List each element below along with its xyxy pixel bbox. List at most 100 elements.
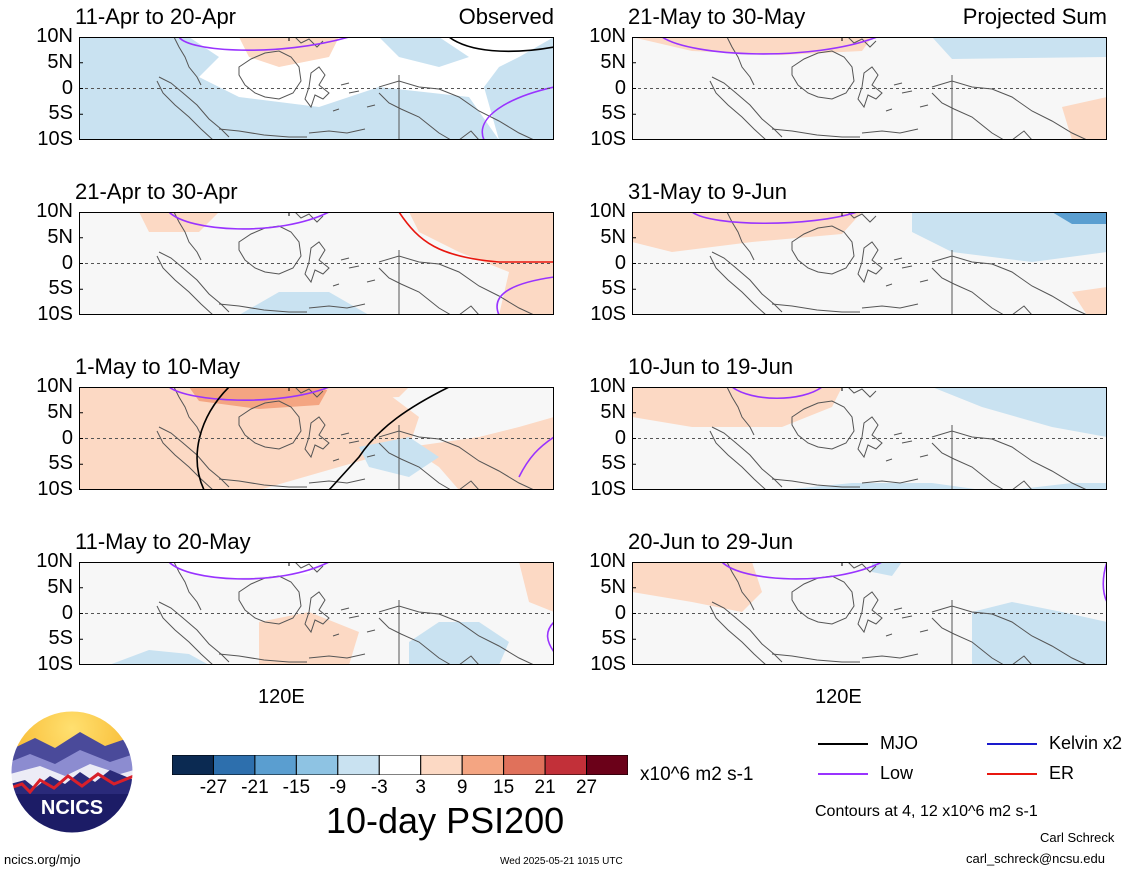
panel-map: [632, 212, 1107, 315]
colorbar-swatch: [461, 755, 505, 775]
colorbar-tick: -3: [370, 777, 388, 798]
contour-line: [546, 621, 554, 653]
colorbar-tick: 15: [493, 777, 515, 798]
anomaly-shading: [79, 37, 499, 140]
lat-label: 5S: [601, 102, 626, 125]
coastline: [294, 562, 324, 573]
panel-corner-label: Projected Sum: [962, 4, 1107, 29]
coastline: [308, 478, 366, 484]
panel-title: 1-May to 10-May: [75, 354, 241, 379]
contour-line: [661, 37, 878, 55]
anomaly-shading: [319, 387, 409, 399]
lat-label: 5S: [601, 277, 626, 300]
coastline: [378, 255, 535, 315]
coastline: [340, 607, 350, 611]
coastline: [348, 615, 360, 619]
coastline: [308, 128, 366, 134]
coastline: [332, 633, 340, 637]
coastline: [931, 605, 1088, 665]
lat-label: 10S: [590, 653, 626, 675]
colorbar-units: x10^6 m2 s-1: [640, 764, 754, 785]
lat-label: 10N: [36, 550, 73, 572]
contour-line: [168, 387, 330, 401]
coastline: [857, 416, 883, 459]
contour-line: [328, 387, 450, 490]
anomaly-shading: [872, 562, 902, 576]
coastline: [847, 562, 877, 573]
coastline: [857, 591, 883, 634]
panel-map: [632, 562, 1107, 665]
colorbar-tick: 21: [534, 777, 556, 798]
coastline: [709, 255, 767, 315]
coastline: [294, 212, 324, 223]
contour-line: [481, 86, 554, 140]
coastline: [861, 653, 919, 659]
coastline: [332, 283, 340, 287]
timestamp: Wed 2025-05-21 1015 UTC: [500, 856, 623, 867]
lat-label: 5N: [47, 575, 73, 598]
coastline: [931, 442, 1005, 490]
map-panel: [632, 562, 1107, 665]
coastline: [294, 387, 324, 398]
lat-label: 5S: [601, 452, 626, 475]
legend-label: Low: [880, 763, 914, 783]
coastline: [294, 37, 324, 48]
contour-line: [178, 37, 350, 51]
colorbar-swatch: [295, 755, 339, 775]
coastline: [885, 283, 893, 287]
coastline: [366, 629, 376, 633]
coastline: [218, 653, 307, 663]
anomaly-shading: [409, 417, 554, 490]
lat-label: 10N: [589, 25, 626, 47]
contours-note: Contours at 4, 12 x10^6 m2 s-1: [815, 803, 1038, 820]
lat-label: 5N: [600, 50, 626, 73]
coastline: [378, 430, 535, 490]
coastline: [893, 257, 903, 261]
lon-label-right: 120E: [815, 686, 862, 708]
coastline: [304, 241, 330, 284]
contour-line: [168, 562, 330, 580]
coastline: [791, 400, 855, 450]
colorbar-tick: -15: [282, 777, 311, 798]
coastline: [173, 562, 202, 611]
coastline: [378, 605, 535, 665]
legend-label: MJO: [880, 733, 918, 753]
colorbar-swatch: [254, 755, 297, 775]
panel-map: [79, 562, 554, 665]
contour-line: [168, 212, 330, 230]
lat-label: 5S: [48, 627, 73, 650]
contour-line: [518, 436, 554, 478]
anomaly-shading: [932, 387, 1107, 437]
coastline: [218, 478, 307, 488]
coastline: [931, 617, 1005, 665]
coastline: [791, 225, 855, 275]
colorbar-swatch: [544, 755, 588, 775]
coastline: [771, 128, 860, 138]
lat-label: 5S: [48, 102, 73, 125]
coastline: [1011, 305, 1033, 315]
coastline: [1011, 130, 1033, 140]
lat-label: 5N: [600, 575, 626, 598]
panel-title: 31-May to 9-Jun: [628, 179, 787, 204]
coastline: [348, 90, 360, 94]
ncics-logo: NCICS: [10, 710, 134, 834]
coastline: [458, 130, 480, 140]
legend-swatch: [818, 743, 868, 745]
anomaly-shading: [632, 37, 872, 55]
lat-label: 0: [61, 426, 73, 449]
colorbar-tick: 3: [415, 777, 426, 798]
panel-map: [79, 212, 554, 315]
map-panel: [79, 212, 554, 315]
lat-label: 10S: [37, 478, 73, 500]
logo-text: NCICS: [41, 797, 103, 819]
colorbar-tick: -21: [241, 777, 269, 798]
author-email: carl_schreck@ncsu.edu: [966, 851, 1105, 866]
contour-line: [496, 276, 554, 315]
lat-label: 0: [614, 601, 626, 624]
anomaly-shading: [912, 212, 1107, 262]
map-panel: [632, 387, 1107, 490]
colorbar-swatch: [212, 755, 256, 775]
colorbar-swatch: [378, 755, 422, 775]
coastline: [304, 591, 330, 634]
main-title: 10-day PSI200: [326, 800, 565, 841]
